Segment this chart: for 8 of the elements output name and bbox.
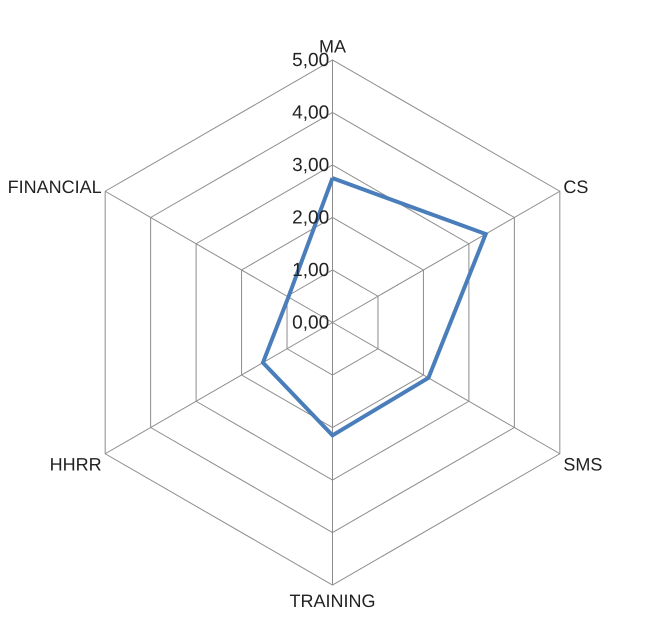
y-tick-label: 3,00 [292,155,330,176]
y-tick-label: 4,00 [292,102,330,124]
spoke-label: TRAINING [289,591,376,612]
y-tick-label: 0,00 [292,312,330,334]
spoke-label: FINANCIAL [8,176,102,197]
spoke-label: CS [563,176,588,197]
spoke-label: HHRR [50,454,102,474]
spoke-label: SMS [563,454,602,474]
